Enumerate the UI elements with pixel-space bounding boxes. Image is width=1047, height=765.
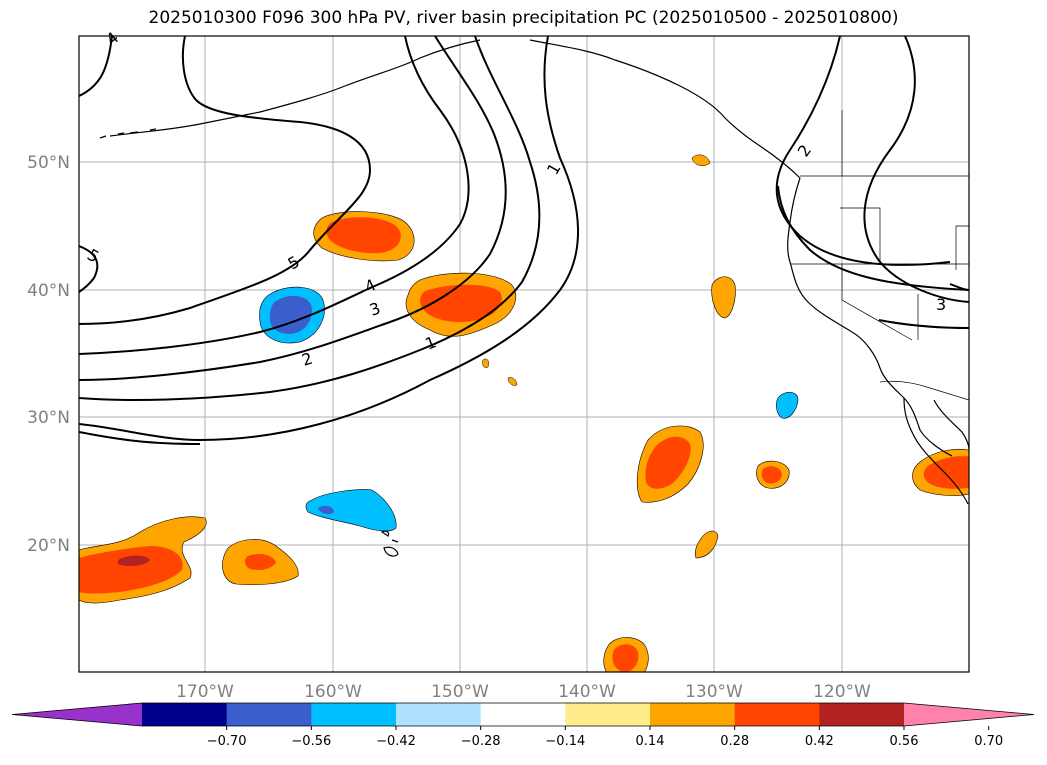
colorbar-tick-label: −0.42 xyxy=(376,734,416,749)
colorbar-tick-label: 0.70 xyxy=(974,734,1003,749)
lat-label: 50°N xyxy=(27,153,70,173)
precip-blob-core xyxy=(326,217,401,254)
precip-blob-core xyxy=(269,295,312,334)
colorbar-tick-label: −0.14 xyxy=(545,734,585,749)
lon-label: 130°W xyxy=(685,682,743,702)
map-frame xyxy=(78,35,970,673)
colorbar-outline xyxy=(11,702,1035,727)
precip-shading xyxy=(79,154,969,672)
precip-blob-core xyxy=(79,546,183,594)
lon-label: 170°W xyxy=(176,682,234,702)
lat-label: 40°N xyxy=(27,281,70,301)
precip-blob xyxy=(776,391,799,419)
precip-blob-core xyxy=(923,456,969,489)
colorbar-segment xyxy=(480,703,566,726)
colorbar-extend-high xyxy=(904,703,1034,726)
precip-blob xyxy=(507,377,518,386)
map-background xyxy=(79,36,969,672)
colorbar-tick-label: −0.28 xyxy=(461,734,501,749)
precip-blob-core xyxy=(645,436,691,489)
colorbar-segment xyxy=(311,703,397,726)
colorbar-segment xyxy=(396,703,482,726)
colorbar-tick-label: 0.14 xyxy=(636,734,665,749)
precip-blob-core xyxy=(761,466,782,484)
precip-blob-core xyxy=(318,505,334,515)
colorbar-extend-low xyxy=(12,703,142,726)
colorbar-tick-label: 0.28 xyxy=(720,734,749,749)
lat-labels: 50°N 40°N 30°N 20°N xyxy=(27,153,70,556)
precip-blob xyxy=(694,530,719,559)
precip-blob xyxy=(482,358,489,368)
colorbar-segment xyxy=(565,703,651,726)
precip-blob xyxy=(711,276,736,319)
lon-label: 140°W xyxy=(558,682,616,702)
colorbar-tick-label: −0.56 xyxy=(291,734,331,749)
colorbar: −0.70 −0.56 −0.42 −0.28 −0.14 0.14 0.28 0.42 0.5… xyxy=(11,702,1035,749)
precip-blob xyxy=(305,489,397,532)
pv-contour-label: 3 xyxy=(936,295,946,314)
coastlines xyxy=(99,39,969,557)
precip-blob xyxy=(691,154,711,166)
colorbar-segment xyxy=(650,703,736,726)
map-title: 2025010300 F096 300 hPa PV, river basin … xyxy=(148,8,899,28)
lon-labels: 170°W 160°W 150°W 140°W 130°W 120°W xyxy=(176,682,871,702)
lon-label: 160°W xyxy=(304,682,362,702)
lat-label: 30°N xyxy=(27,408,70,428)
lat-label: 20°N xyxy=(27,536,70,556)
colorbar-segment xyxy=(734,703,820,726)
precip-blob-peak xyxy=(118,555,150,567)
gridlines xyxy=(79,36,969,672)
colorbar-segment xyxy=(819,703,905,726)
pv-contours xyxy=(79,36,969,445)
colorbar-segment xyxy=(142,703,228,726)
lon-label: 120°W xyxy=(813,682,871,702)
lon-label: 150°W xyxy=(431,682,489,702)
colorbar-tick-label: −0.70 xyxy=(207,734,247,749)
colorbar-tick-label: 0.56 xyxy=(890,734,919,749)
precip-blob-core xyxy=(245,554,276,570)
precip-blob-core xyxy=(420,284,502,322)
colorbar-segment xyxy=(226,703,312,726)
colorbar-tick-label: 0.42 xyxy=(805,734,834,749)
precip-blob-core xyxy=(612,644,639,672)
